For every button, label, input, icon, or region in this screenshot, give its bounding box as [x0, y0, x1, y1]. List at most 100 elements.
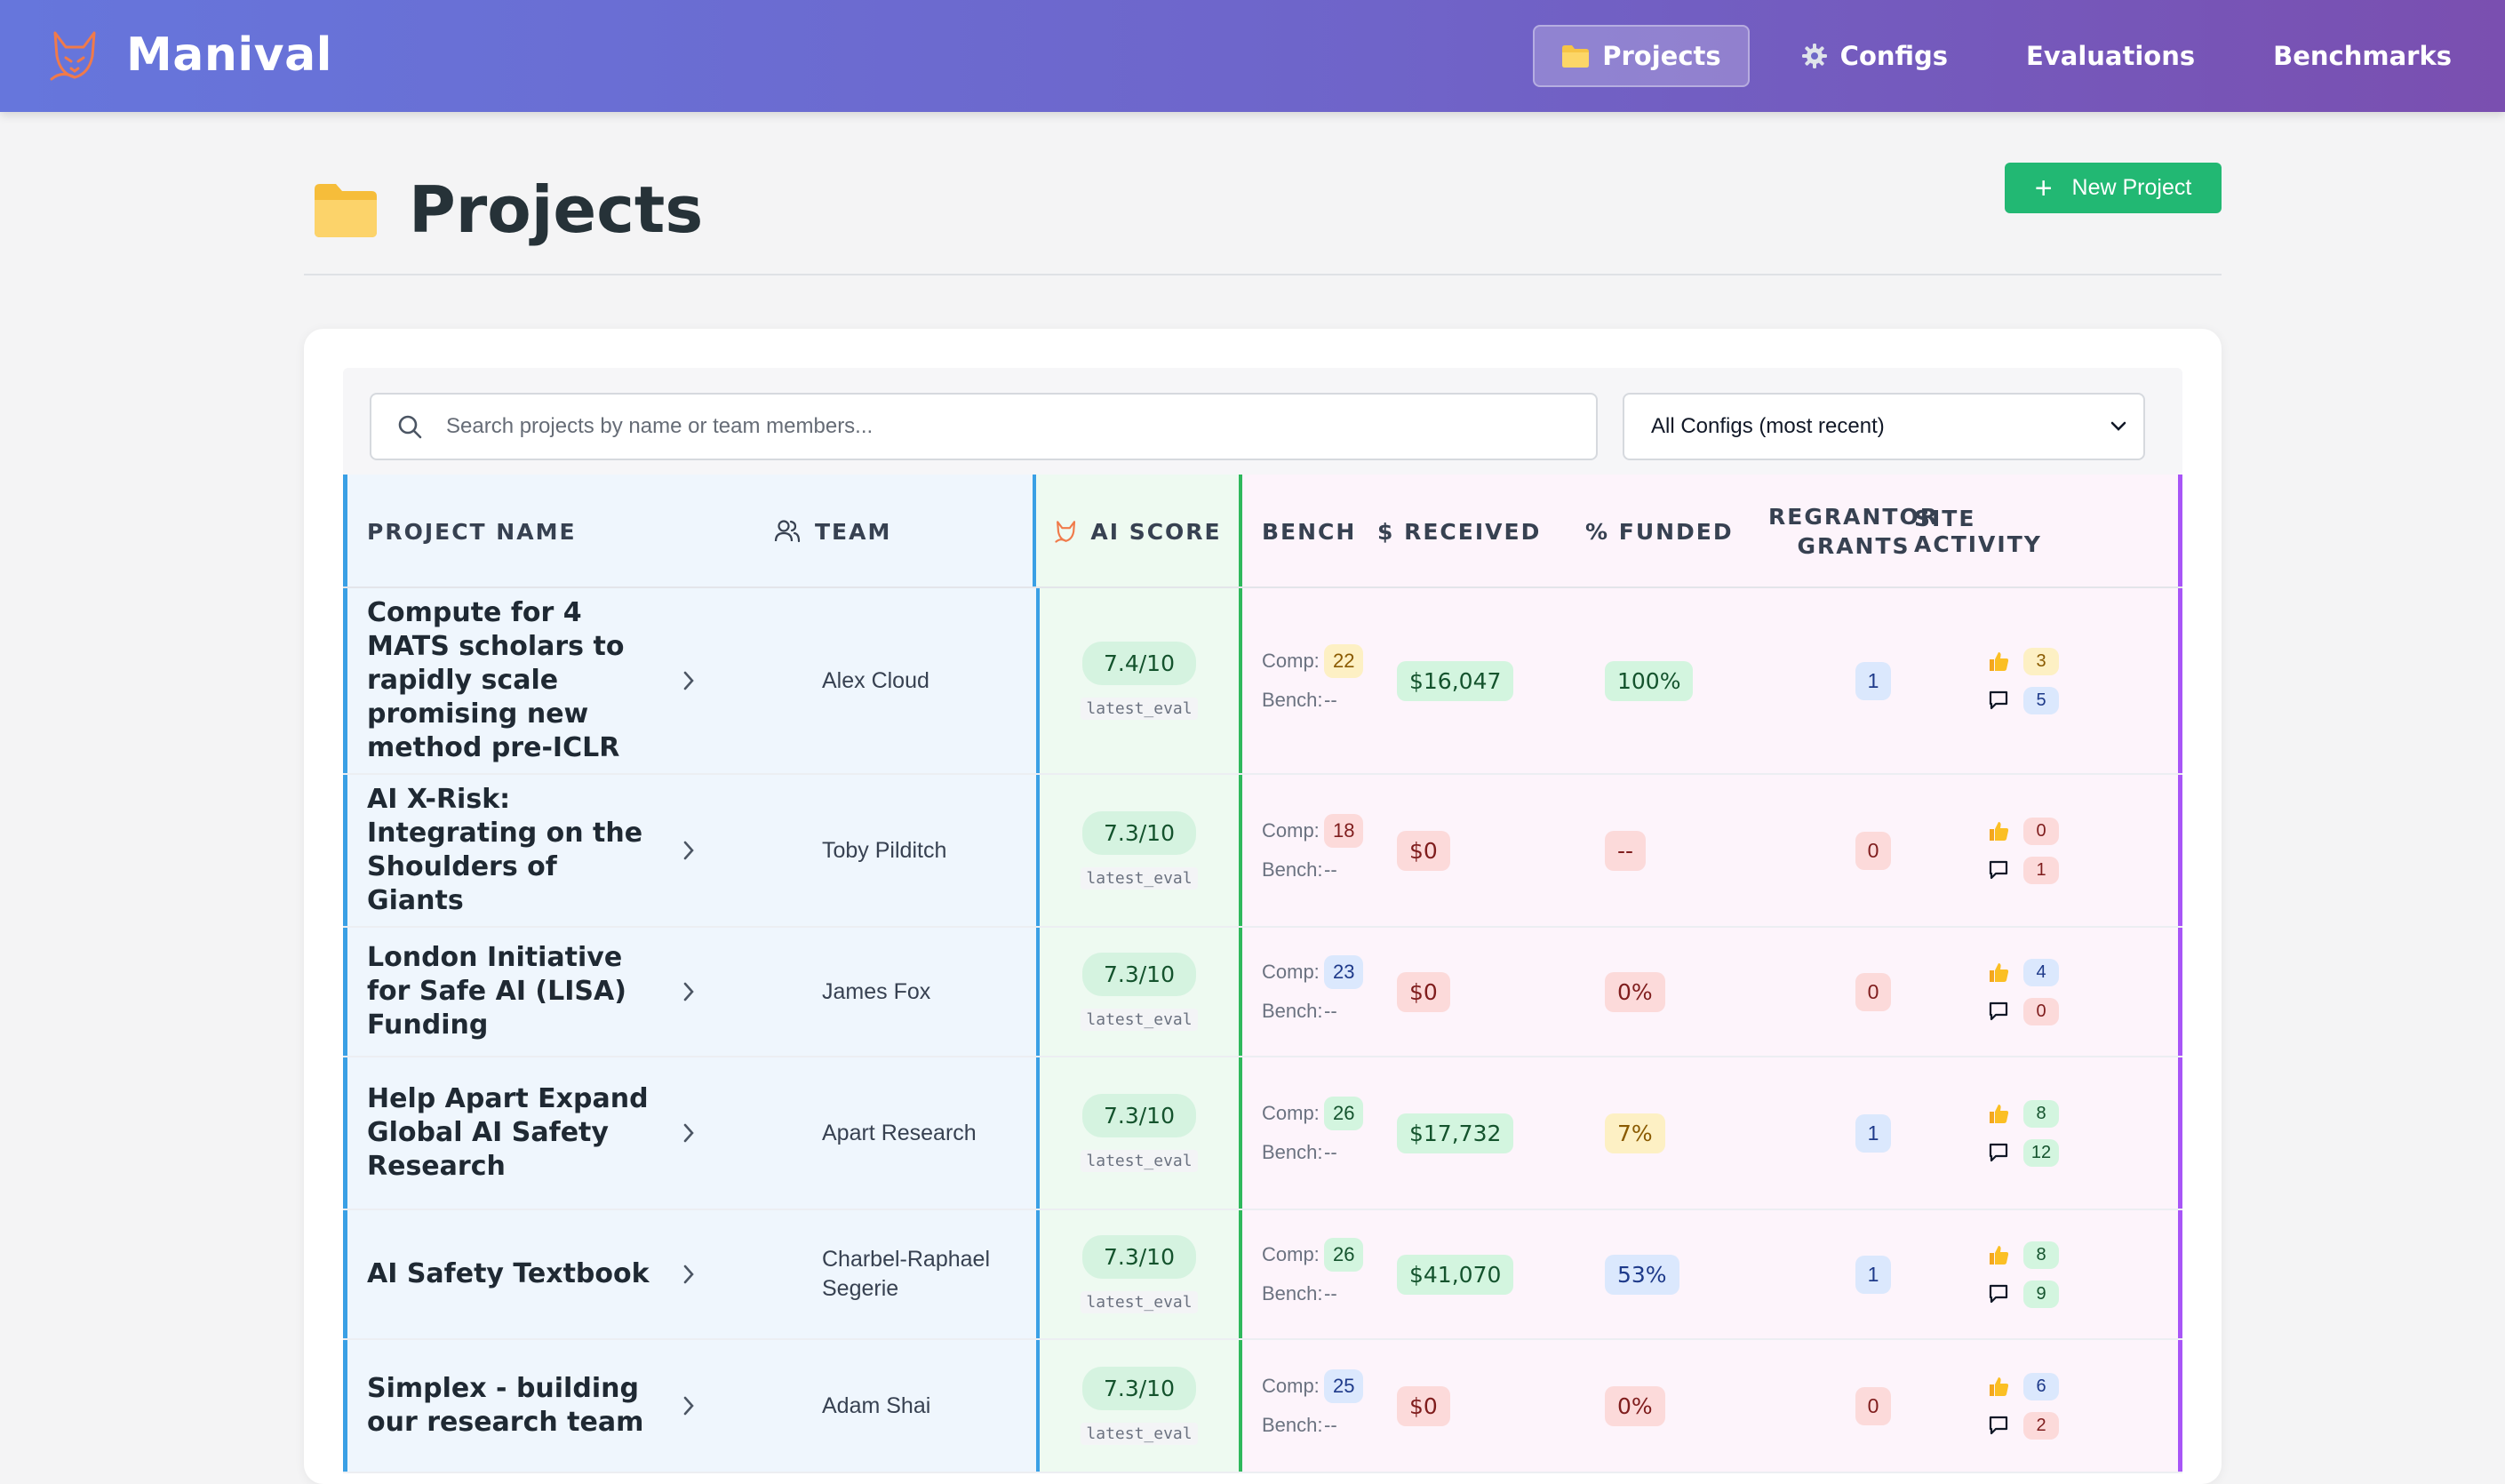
col-ai-score-label: AI SCORE [1090, 518, 1222, 545]
comments-count: 1 [2023, 856, 2059, 884]
fox-icon [1055, 521, 1076, 543]
comment-icon [1982, 1283, 2014, 1304]
project-name[interactable]: Simplex - building our research team [367, 1373, 644, 1438]
comp-badge: 18 [1324, 814, 1364, 848]
likes-count: 0 [2023, 817, 2059, 845]
likes-count: 8 [2023, 1099, 2059, 1128]
app-name: Manival [126, 28, 332, 82]
col-received[interactable]: $ RECEIVED [1377, 475, 1585, 588]
nav-benchmarks[interactable]: Benchmarks [2246, 25, 2478, 87]
grants-badge: 0 [1855, 972, 1891, 1011]
comp-label: Comp: [1262, 819, 1320, 842]
folder-icon [315, 184, 377, 237]
project-name[interactable]: London Initiative for Safe AI (LISA) Fun… [367, 942, 626, 1041]
col-project-name-label: PROJECT NAME [367, 518, 577, 545]
comment-icon [1982, 690, 2014, 711]
chevron-right-icon[interactable] [662, 1263, 715, 1286]
chevron-right-icon[interactable] [662, 669, 715, 692]
grants-badge: 0 [1855, 1386, 1891, 1425]
thumbs-up-icon [1982, 1243, 2014, 1266]
page-header: Projects + New Project [304, 160, 2222, 275]
projects-table: PROJECT NAME TEAM AI [343, 475, 2182, 1473]
received-badge: $16,047 [1397, 660, 1514, 701]
search-box[interactable] [370, 393, 1598, 460]
chevron-down-icon [2110, 421, 2126, 431]
chevron-right-icon[interactable] [662, 1394, 715, 1417]
team-name: Toby Pilditch [822, 837, 947, 863]
new-project-label: New Project [2071, 175, 2192, 200]
col-funded-label: % FUNDED [1585, 518, 1734, 545]
ai-score-badge: 7.3/10 [1082, 953, 1196, 996]
project-name[interactable]: AI Safety Textbook [367, 1258, 650, 1289]
bench-value: -- [1324, 1282, 1337, 1304]
table-row[interactable]: AI X-Risk: Integrating on the Shoulders … [343, 775, 2182, 928]
team-name: Alex Cloud [822, 667, 929, 693]
ai-score-badge: 7.3/10 [1082, 1094, 1196, 1137]
nav-evaluations[interactable]: Evaluations [1999, 25, 2222, 87]
comp-badge: 26 [1324, 1097, 1364, 1130]
likes-count: 3 [2023, 647, 2059, 675]
brand[interactable]: Manival [44, 23, 332, 87]
bench-label: Bench: [1262, 1282, 1323, 1304]
table-row[interactable]: Compute for 4 MATS scholars to rapidly s… [343, 588, 2182, 775]
funded-badge: 53% [1605, 1254, 1679, 1295]
fox-logo-icon [50, 31, 96, 81]
received-badge: $0 [1397, 971, 1450, 1012]
comment-icon [1982, 859, 2014, 881]
new-project-button[interactable]: + New Project [2005, 163, 2222, 213]
nav-projects[interactable]: Projects [1533, 25, 1750, 87]
table-body: Compute for 4 MATS scholars to rapidly s… [343, 588, 2182, 1473]
chevron-right-icon[interactable] [662, 1121, 715, 1145]
ai-score-badge: 7.3/10 [1082, 1235, 1196, 1279]
thumbs-up-icon [1982, 819, 2014, 842]
col-received-label: $ RECEIVED [1377, 518, 1542, 545]
thumbs-up-icon [1982, 961, 2014, 984]
nav-benchmarks-label: Benchmarks [2273, 41, 2452, 71]
col-bench[interactable]: BENCH [1242, 475, 1377, 588]
comments-count: 2 [2023, 1411, 2059, 1440]
bench-label: Bench: [1262, 1141, 1323, 1163]
bench-value: -- [1324, 689, 1337, 711]
table-row[interactable]: AI Safety Textbook Charbel-Raphael Seger… [343, 1210, 2182, 1340]
score-source: latest_eval [1081, 1423, 1198, 1445]
comp-badge: 22 [1324, 644, 1364, 678]
folder-icon [1562, 45, 1590, 68]
bench-value: -- [1324, 1414, 1337, 1436]
comment-icon [1982, 1142, 2014, 1163]
score-source: latest_eval [1081, 867, 1198, 890]
col-site-activity[interactable]: SITE ACTIVITY [1914, 475, 2088, 588]
plus-icon: + [2034, 171, 2053, 205]
comp-badge: 23 [1324, 955, 1364, 989]
nav-configs[interactable]: Configs [1775, 25, 1974, 87]
config-select[interactable]: All Configs (most recent) [1623, 393, 2145, 460]
team-name: James Fox [822, 978, 931, 1004]
thumbs-up-icon [1982, 1375, 2014, 1398]
grants-badge: 1 [1855, 661, 1891, 700]
team-name: Adam Shai [822, 1392, 931, 1418]
score-source: latest_eval [1081, 1291, 1198, 1313]
comp-label: Comp: [1262, 650, 1320, 672]
search-input[interactable] [446, 414, 1557, 439]
col-funded[interactable]: % FUNDED [1585, 475, 1793, 588]
bench-label: Bench: [1262, 858, 1323, 881]
chevron-right-icon[interactable] [662, 839, 715, 862]
bench-value: -- [1324, 1141, 1337, 1163]
thumbs-up-icon [1982, 650, 2014, 673]
project-name[interactable]: Compute for 4 MATS scholars to rapidly s… [367, 597, 625, 763]
chevron-right-icon[interactable] [662, 980, 715, 1003]
page-title: Projects [409, 172, 704, 247]
likes-count: 4 [2023, 958, 2059, 986]
table-row[interactable]: Simplex - building our research team Ada… [343, 1340, 2182, 1473]
col-regrantor-grants[interactable]: REGRANTOR GRANTS [1768, 475, 1937, 588]
project-name[interactable]: Help Apart Expand Global AI Safety Resea… [367, 1083, 649, 1182]
comp-label: Comp: [1262, 1102, 1320, 1124]
table-row[interactable]: Help Apart Expand Global AI Safety Resea… [343, 1057, 2182, 1210]
project-name[interactable]: AI X-Risk: Integrating on the Shoulders … [367, 784, 643, 916]
col-team[interactable]: TEAM [774, 475, 1032, 588]
bench-value: -- [1324, 1000, 1337, 1022]
table-row[interactable]: London Initiative for Safe AI (LISA) Fun… [343, 928, 2182, 1057]
main-nav: Projects Configs Evaluations Benchmarks [1508, 25, 2478, 87]
bench-label: Bench: [1262, 1000, 1323, 1022]
col-project-name[interactable]: PROJECT NAME [347, 475, 774, 588]
col-ai-score[interactable]: AI SCORE [1053, 475, 1221, 588]
